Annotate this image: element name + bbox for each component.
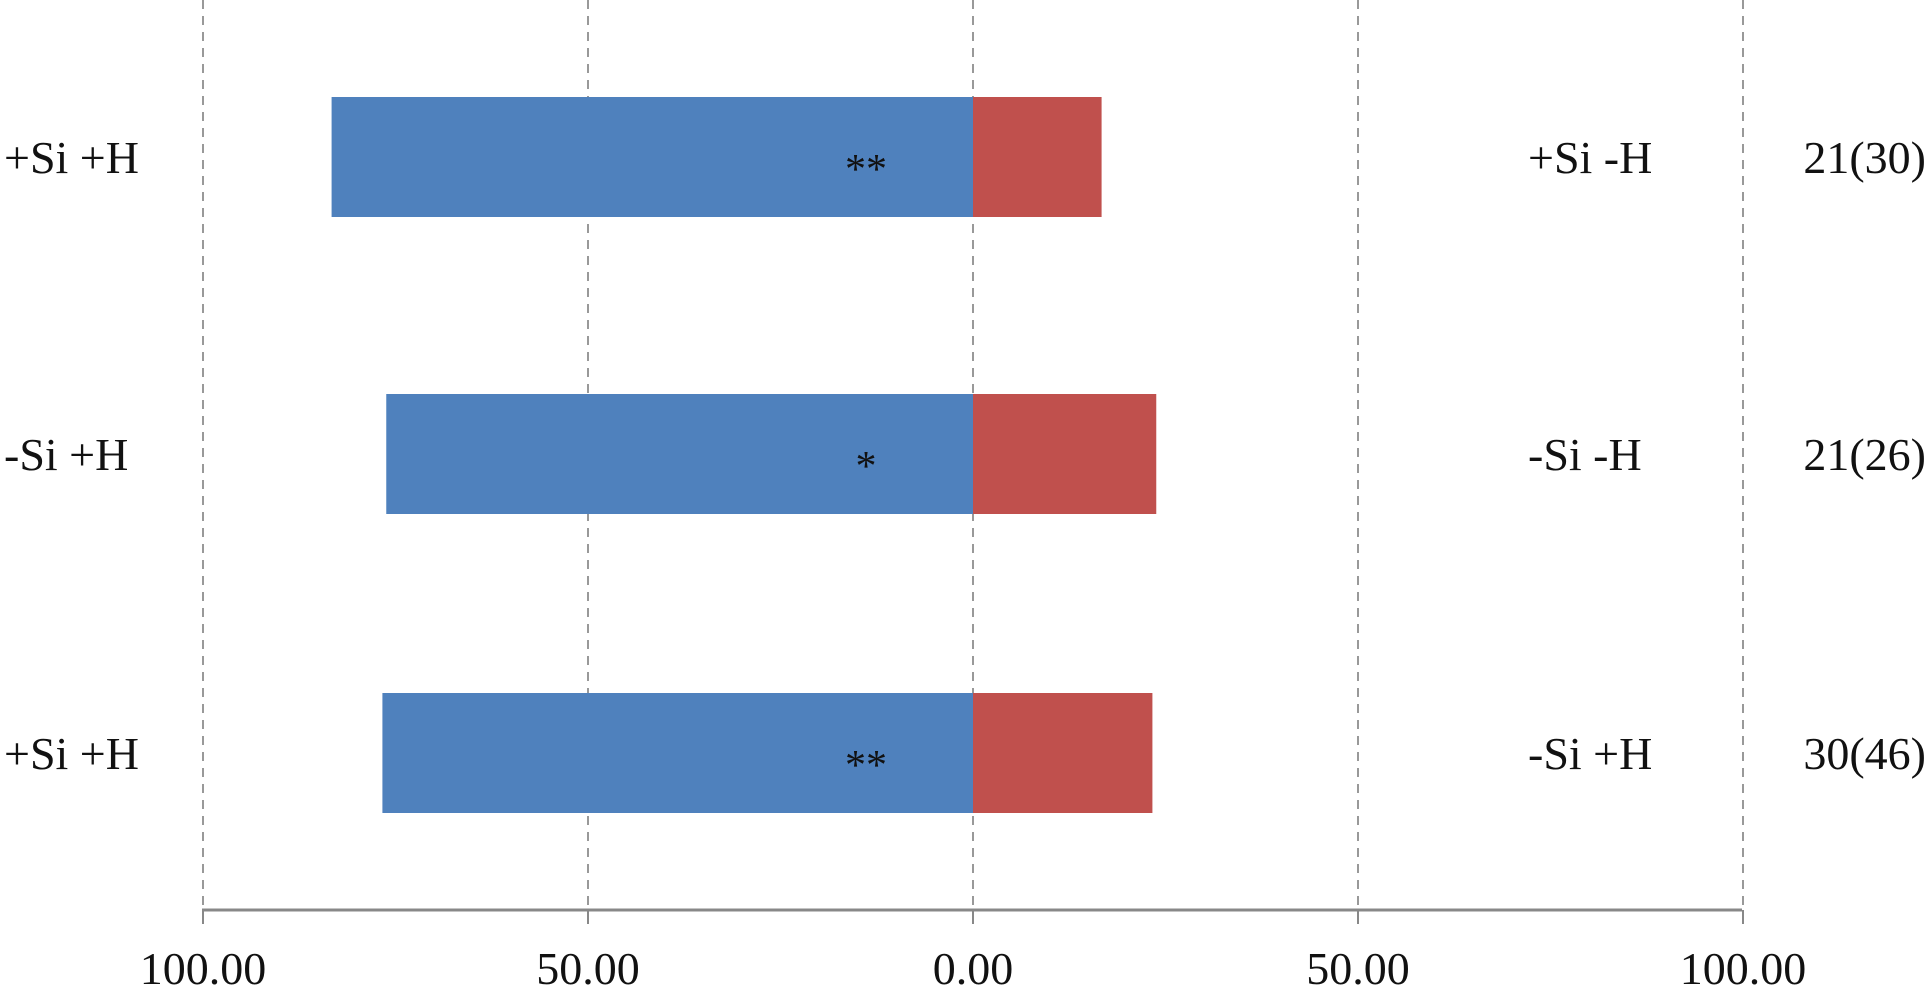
row-right-label: +Si -H [1528,132,1652,183]
row-count-label: 30(46) [1803,728,1926,779]
labels: ** +Si +H +Si -H 21(30) * -Si +H -Si -H 21(26) *… [4,132,1926,789]
x-tick-label: 0.00 [933,943,1014,988]
bars [331,97,1157,813]
row-left-label: -Si +H [4,429,128,480]
significance-label: ** [845,743,887,789]
bar-left [331,97,974,217]
row-count-label: 21(26) [1803,429,1926,480]
bar-left [386,394,973,514]
bar-right [973,693,1153,813]
significance-label: ** [845,147,887,193]
x-tick-label: 50.00 [1306,943,1410,988]
bar-right [973,97,1102,217]
bar-right [973,394,1157,514]
bar-left [382,693,973,813]
x-tick-label: 50.00 [536,943,640,988]
row-right-label: -Si +H [1528,728,1652,779]
significance-label: * [856,444,877,490]
x-tick-label: 100.00 [1680,943,1807,988]
x-axis: 100.00 50.00 0.00 50.00 100.00 [140,908,1807,988]
row-left-label: +Si +H [4,728,139,779]
row-right-label: -Si -H [1528,429,1642,480]
x-tick-label: 100.00 [140,943,267,988]
row-left-label: +Si +H [4,132,139,183]
row-count-label: 21(30) [1803,132,1926,183]
